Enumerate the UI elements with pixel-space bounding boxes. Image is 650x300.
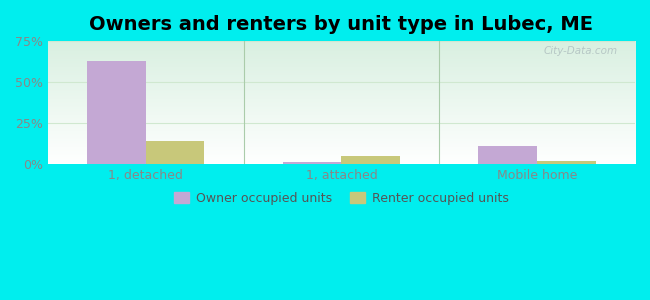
Bar <box>146 141 205 164</box>
Bar <box>537 161 596 164</box>
Title: Owners and renters by unit type in Lubec, ME: Owners and renters by unit type in Lubec… <box>90 15 593 34</box>
Legend: Owner occupied units, Renter occupied units: Owner occupied units, Renter occupied un… <box>169 187 514 210</box>
Bar <box>283 162 341 164</box>
Bar <box>341 156 400 164</box>
Text: City-Data.com: City-Data.com <box>543 46 618 56</box>
Bar <box>478 146 537 164</box>
Bar <box>87 61 146 164</box>
